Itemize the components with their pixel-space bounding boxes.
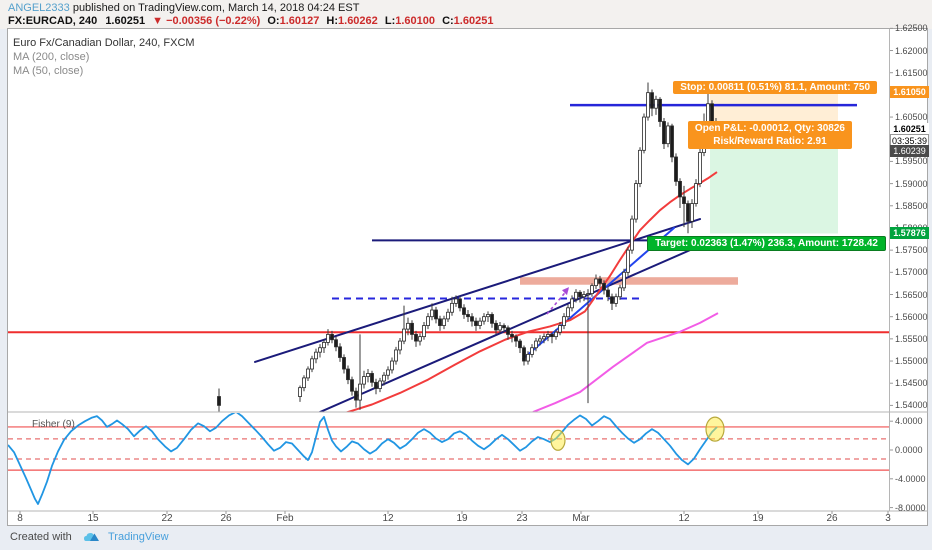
time-label: Feb [276, 513, 294, 524]
quote-line: FX:EURCAD, 240 1.60251 ▼ −0.00356 (−0.22… [8, 15, 493, 27]
time-label: 3 [885, 513, 891, 524]
axis-label: 1.57000 [895, 267, 928, 278]
high-label: H: [326, 15, 339, 27]
chart-panel[interactable] [7, 28, 928, 526]
target-price-badge: 1.57876 [890, 226, 929, 239]
tradingview-logo-icon[interactable] [84, 530, 102, 544]
axis-label: 1.59000 [895, 178, 928, 189]
axis-label: 1.57500 [895, 245, 928, 256]
last-price: 1.60251 [105, 15, 146, 27]
username-link[interactable]: ANGEL2333 [8, 2, 70, 14]
axis-label: 1.62000 [895, 45, 928, 56]
publish-text: published on TradingView.com, March 14, … [69, 2, 360, 14]
symbol-label[interactable]: FX:EURCAD, 240 [8, 15, 98, 27]
chart-legend: Euro Fx/Canadian Dollar, 240, FXCM MA (2… [13, 36, 195, 78]
time-label: 12 [382, 513, 394, 524]
stop-loss-label[interactable]: Stop: 0.00811 (0.51%) 81.1, Amount: 750 [673, 81, 877, 94]
take-profit-label[interactable]: Target: 0.02363 (1.47%) 236.3, Amount: 1… [647, 236, 886, 251]
time-label: 8 [17, 513, 23, 524]
open-label: O: [267, 15, 280, 27]
axis-label: 0.0000 [895, 445, 923, 455]
created-with-text: Created with [10, 531, 72, 543]
pnl-line1: Open P&L: -0.00012, Qty: 30826 [694, 123, 845, 134]
time-label: 19 [752, 513, 764, 524]
fisher-indicator-label[interactable]: Fisher (9) [32, 419, 75, 430]
axis-label: -8.0000 [895, 502, 926, 513]
time-label: 12 [678, 513, 690, 524]
axis-label: -4.0000 [895, 473, 926, 484]
close-label: C: [442, 15, 454, 27]
axis-label: 1.56500 [895, 289, 928, 300]
axis-label: 1.60500 [895, 112, 928, 123]
legend-ma50[interactable]: MA (50, close) [13, 65, 84, 77]
axis-label: 4.0000 [895, 416, 923, 427]
low-label: L: [384, 15, 396, 27]
entry-price-badge: 1.60239 [890, 144, 929, 157]
last-price-badge: 1.60251 [890, 122, 929, 135]
axis-label: 1.54500 [895, 378, 928, 389]
pnl-line2: Risk/Reward Ratio: 2.91 [713, 136, 827, 147]
time-label: 22 [161, 513, 173, 524]
high-value: 1.60262 [338, 15, 378, 27]
publish-line: ANGEL2333 published on TradingView.com, … [8, 2, 359, 14]
open-pnl-label[interactable]: Open P&L: -0.00012, Qty: 30826 Risk/Rewa… [687, 121, 852, 149]
open-value: 1.60127 [279, 15, 320, 27]
legend-ma200[interactable]: MA (200, close) [13, 51, 90, 63]
axis-label: 1.59500 [895, 156, 928, 167]
axis-label: 1.56000 [895, 311, 928, 322]
close-value: 1.60251 [453, 15, 494, 27]
axis-label: 1.54000 [895, 400, 928, 411]
axis-label: 1.61500 [895, 67, 928, 78]
legend-symbol[interactable]: Euro Fx/Canadian Dollar, 240, FXCM [13, 37, 195, 49]
axis-label: 1.55500 [895, 333, 928, 344]
time-label: 15 [87, 513, 99, 524]
axis-label: 1.55000 [895, 356, 928, 367]
time-label: 26 [220, 513, 232, 524]
time-label: 23 [516, 513, 528, 524]
price-change: ▼ −0.00356 (−0.22%) [152, 15, 261, 27]
header-band [0, 0, 932, 29]
footer-bar: Created with TradingView [0, 527, 932, 550]
low-value: 1.60100 [395, 15, 435, 27]
axis-label: 1.58500 [895, 200, 928, 211]
stop-price-badge: 1.61050 [890, 86, 929, 99]
tradingview-brand-text[interactable]: TradingView [108, 531, 169, 543]
time-label: 19 [456, 513, 468, 524]
time-label: Mar [572, 513, 590, 524]
time-label: 26 [826, 513, 838, 524]
axis-label: 1.62500 [895, 23, 928, 34]
